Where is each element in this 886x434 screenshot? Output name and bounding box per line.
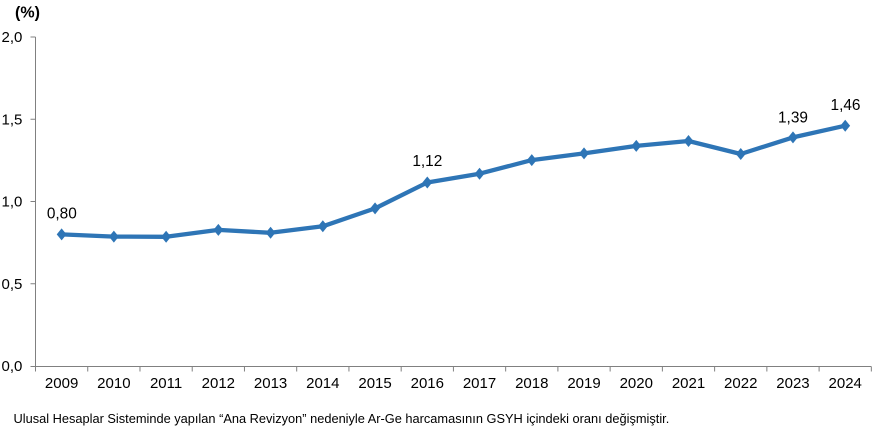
svg-text:(%): (%)	[15, 5, 40, 22]
svg-text:0,80: 0,80	[47, 206, 77, 223]
svg-text:1,5: 1,5	[2, 111, 23, 128]
svg-text:2010: 2010	[97, 375, 130, 392]
svg-text:0,5: 0,5	[2, 276, 23, 293]
svg-text:2020: 2020	[620, 375, 653, 392]
svg-text:Ulusal Hesaplar Sisteminde yap: Ulusal Hesaplar Sisteminde yapılan “Ana …	[14, 411, 670, 426]
svg-text:2009: 2009	[45, 375, 78, 392]
svg-text:1,46: 1,46	[831, 97, 861, 114]
svg-text:0,0: 0,0	[2, 358, 23, 375]
svg-text:2016: 2016	[411, 375, 444, 392]
svg-text:2018: 2018	[515, 375, 548, 392]
svg-text:2,0: 2,0	[2, 29, 23, 46]
svg-text:2015: 2015	[358, 375, 391, 392]
svg-text:1,0: 1,0	[2, 194, 23, 211]
svg-text:2024: 2024	[829, 375, 862, 392]
svg-text:1,12: 1,12	[412, 153, 442, 170]
svg-text:2019: 2019	[567, 375, 600, 392]
svg-text:2017: 2017	[463, 375, 496, 392]
svg-text:1,39: 1,39	[778, 110, 808, 127]
svg-text:2014: 2014	[306, 375, 339, 392]
svg-text:2022: 2022	[724, 375, 757, 392]
svg-text:2023: 2023	[776, 375, 809, 392]
svg-text:2021: 2021	[672, 375, 705, 392]
svg-text:2013: 2013	[254, 375, 287, 392]
svg-text:2012: 2012	[202, 375, 235, 392]
svg-text:2011: 2011	[150, 375, 182, 392]
